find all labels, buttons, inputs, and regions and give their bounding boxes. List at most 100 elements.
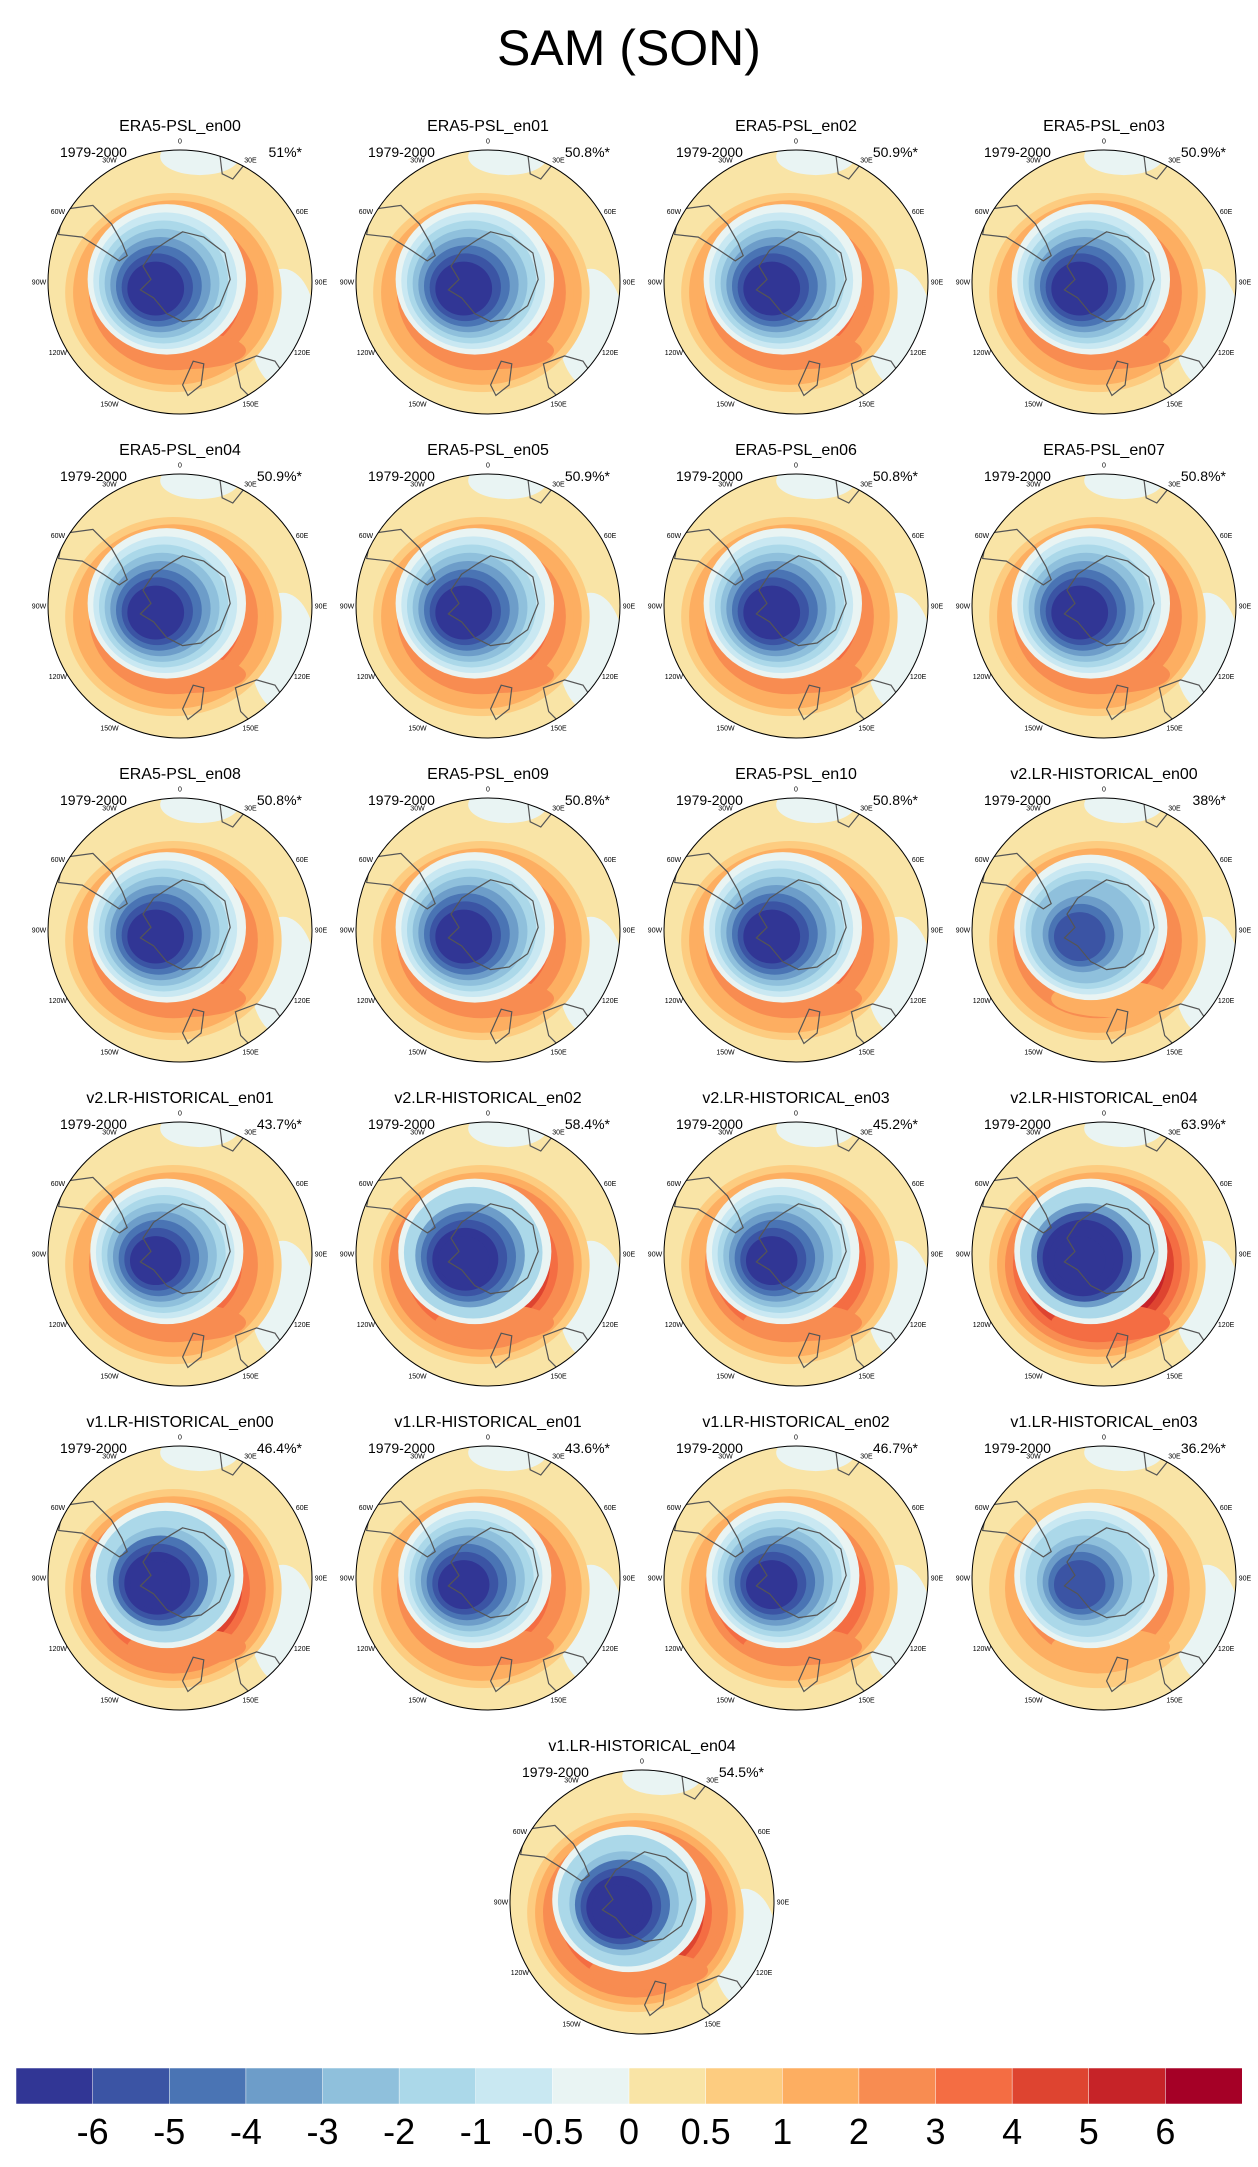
longitude-label: 120E (294, 1646, 311, 1653)
longitude-label: 30W (1026, 805, 1041, 812)
longitude-label: 150E (242, 726, 259, 733)
longitude-label: 30W (102, 481, 117, 488)
longitude-label: 60E (912, 1505, 925, 1512)
polar-map: 030E60E90E120E150E180150W120W90W60W30W (956, 1111, 1252, 1387)
longitude-label: 150W (562, 2022, 581, 2029)
longitude-label: 120E (910, 1646, 927, 1653)
colorbar-segment (475, 2068, 554, 2104)
map-panel: 030E60E90E120E150E180150W120W90W60W30Wv1… (30, 1414, 330, 1714)
longitude-label: 0 (178, 1111, 182, 1118)
longitude-label: 0 (1102, 1111, 1106, 1118)
panel-years: 1979-2000 (60, 1116, 127, 1132)
longitude-label: 30W (410, 481, 425, 488)
panel-title: ERA5-PSL_en09 (427, 766, 549, 783)
panel-years: 1979-2000 (984, 468, 1051, 484)
panel-years: 1979-2000 (60, 1440, 127, 1456)
longitude-label: 60W (359, 1505, 374, 1512)
longitude-label: 150E (1166, 402, 1183, 409)
panel-years: 1979-2000 (984, 144, 1051, 160)
longitude-label: 150W (100, 1374, 119, 1381)
longitude-label: 150W (408, 1698, 427, 1705)
longitude-label: 90W (32, 1252, 47, 1259)
longitude-label: 120W (665, 1322, 684, 1329)
longitude-label: 150E (858, 726, 875, 733)
panel-variance-pct: 36.2%* (1180, 1440, 1226, 1456)
longitude-label: 120E (1218, 1646, 1235, 1653)
longitude-label: 60E (1220, 209, 1233, 216)
longitude-label: 120W (973, 350, 992, 357)
polar-map: 030E60E90E120E150E180150W120W90W60W30W (648, 139, 944, 415)
panel-variance-pct: 50.9%* (564, 468, 610, 484)
longitude-label: 60W (359, 1181, 374, 1188)
longitude-label: 150E (550, 1698, 567, 1705)
longitude-label: 0 (794, 1435, 798, 1442)
longitude-label: 30W (718, 1453, 733, 1460)
longitude-label: 150E (550, 1050, 567, 1057)
colorbar-segment (858, 2068, 937, 2104)
longitude-label: 30W (102, 1453, 117, 1460)
longitude-label: 120E (602, 350, 619, 357)
panel-variance-pct: 50.9%* (872, 144, 918, 160)
longitude-label: 90E (931, 1576, 944, 1583)
longitude-label: 60W (359, 857, 374, 864)
longitude-label: 30E (552, 481, 565, 488)
longitude-label: 30W (564, 1777, 579, 1784)
polar-map: 030E60E90E120E150E180150W120W90W60W30W (956, 463, 1252, 739)
colorbar-label: -4 (229, 2111, 262, 2152)
longitude-label: 60W (51, 533, 66, 540)
longitude-label: 150E (1166, 1374, 1183, 1381)
polar-map: 030E60E90E120E150E180150W120W90W60W30W (32, 1111, 328, 1387)
longitude-label: 30E (1168, 1453, 1181, 1460)
longitude-label: 60E (758, 1829, 771, 1836)
polar-map: 030E60E90E120E150E180150W120W90W60W30W (956, 1435, 1252, 1711)
panel-variance-pct: 43.7%* (256, 1116, 302, 1132)
longitude-label: 30E (552, 157, 565, 164)
longitude-label: 150W (1024, 1374, 1043, 1381)
longitude-label: 60E (296, 1181, 309, 1188)
longitude-label: 90W (340, 604, 355, 611)
longitude-label: 120E (910, 998, 927, 1005)
panel-years: 1979-2000 (60, 468, 127, 484)
longitude-label: 90W (340, 928, 355, 935)
longitude-label: 60E (1220, 533, 1233, 540)
longitude-label: 0 (794, 787, 798, 794)
panel-variance-pct: 45.2%* (872, 1116, 918, 1132)
longitude-label: 150W (408, 402, 427, 409)
longitude-label: 0 (1102, 139, 1106, 146)
longitude-label: 60E (1220, 1505, 1233, 1512)
longitude-label: 120E (602, 1322, 619, 1329)
map-panel: 030E60E90E120E150E180150W120W90W60W30Wv1… (338, 1414, 638, 1714)
longitude-label: 30W (1026, 157, 1041, 164)
longitude-label: 90W (340, 280, 355, 287)
colorbar-label: 3 (925, 2111, 946, 2152)
longitude-label: 30W (102, 805, 117, 812)
longitude-label: 30W (410, 1129, 425, 1136)
colorbar-segment (705, 2068, 784, 2104)
longitude-label: 90W (648, 1576, 663, 1583)
colorbar-segment (322, 2068, 400, 2104)
longitude-label: 120W (49, 674, 68, 681)
panel-variance-pct: 50.9%* (256, 468, 302, 484)
panel-variance-pct: 54.5%* (718, 1764, 764, 1780)
polar-map: 030E60E90E120E150E180150W120W90W60W30W (956, 787, 1252, 1063)
longitude-label: 90W (956, 280, 971, 287)
longitude-label: 0 (486, 1435, 490, 1442)
colorbar-label: 1 (772, 2111, 793, 2152)
panel-years: 1979-2000 (522, 1764, 589, 1780)
polar-map: 030E60E90E120E150E180150W120W90W60W30W (648, 463, 944, 739)
panel-title: v2.LR-HISTORICAL_en04 (1010, 1090, 1198, 1107)
panel-title: ERA5-PSL_en00 (119, 118, 241, 135)
longitude-label: 150W (408, 726, 427, 733)
longitude-label: 150W (716, 402, 735, 409)
colorbar-label: 5 (1078, 2111, 1099, 2152)
longitude-label: 60W (667, 1181, 682, 1188)
map-panel: 030E60E90E120E150E180150W120W90W60W30WER… (30, 442, 330, 742)
longitude-label: 90E (315, 604, 328, 611)
longitude-label: 30E (860, 805, 873, 812)
polar-map: 030E60E90E120E150E180150W120W90W60W30W (32, 787, 328, 1063)
longitude-label: 120E (910, 1322, 927, 1329)
map-panel: 030E60E90E120E150E180150W120W90W60W30WER… (338, 766, 638, 1066)
longitude-label: 90E (623, 928, 636, 935)
longitude-label: 120W (357, 998, 376, 1005)
panel-years: 1979-2000 (60, 144, 127, 160)
